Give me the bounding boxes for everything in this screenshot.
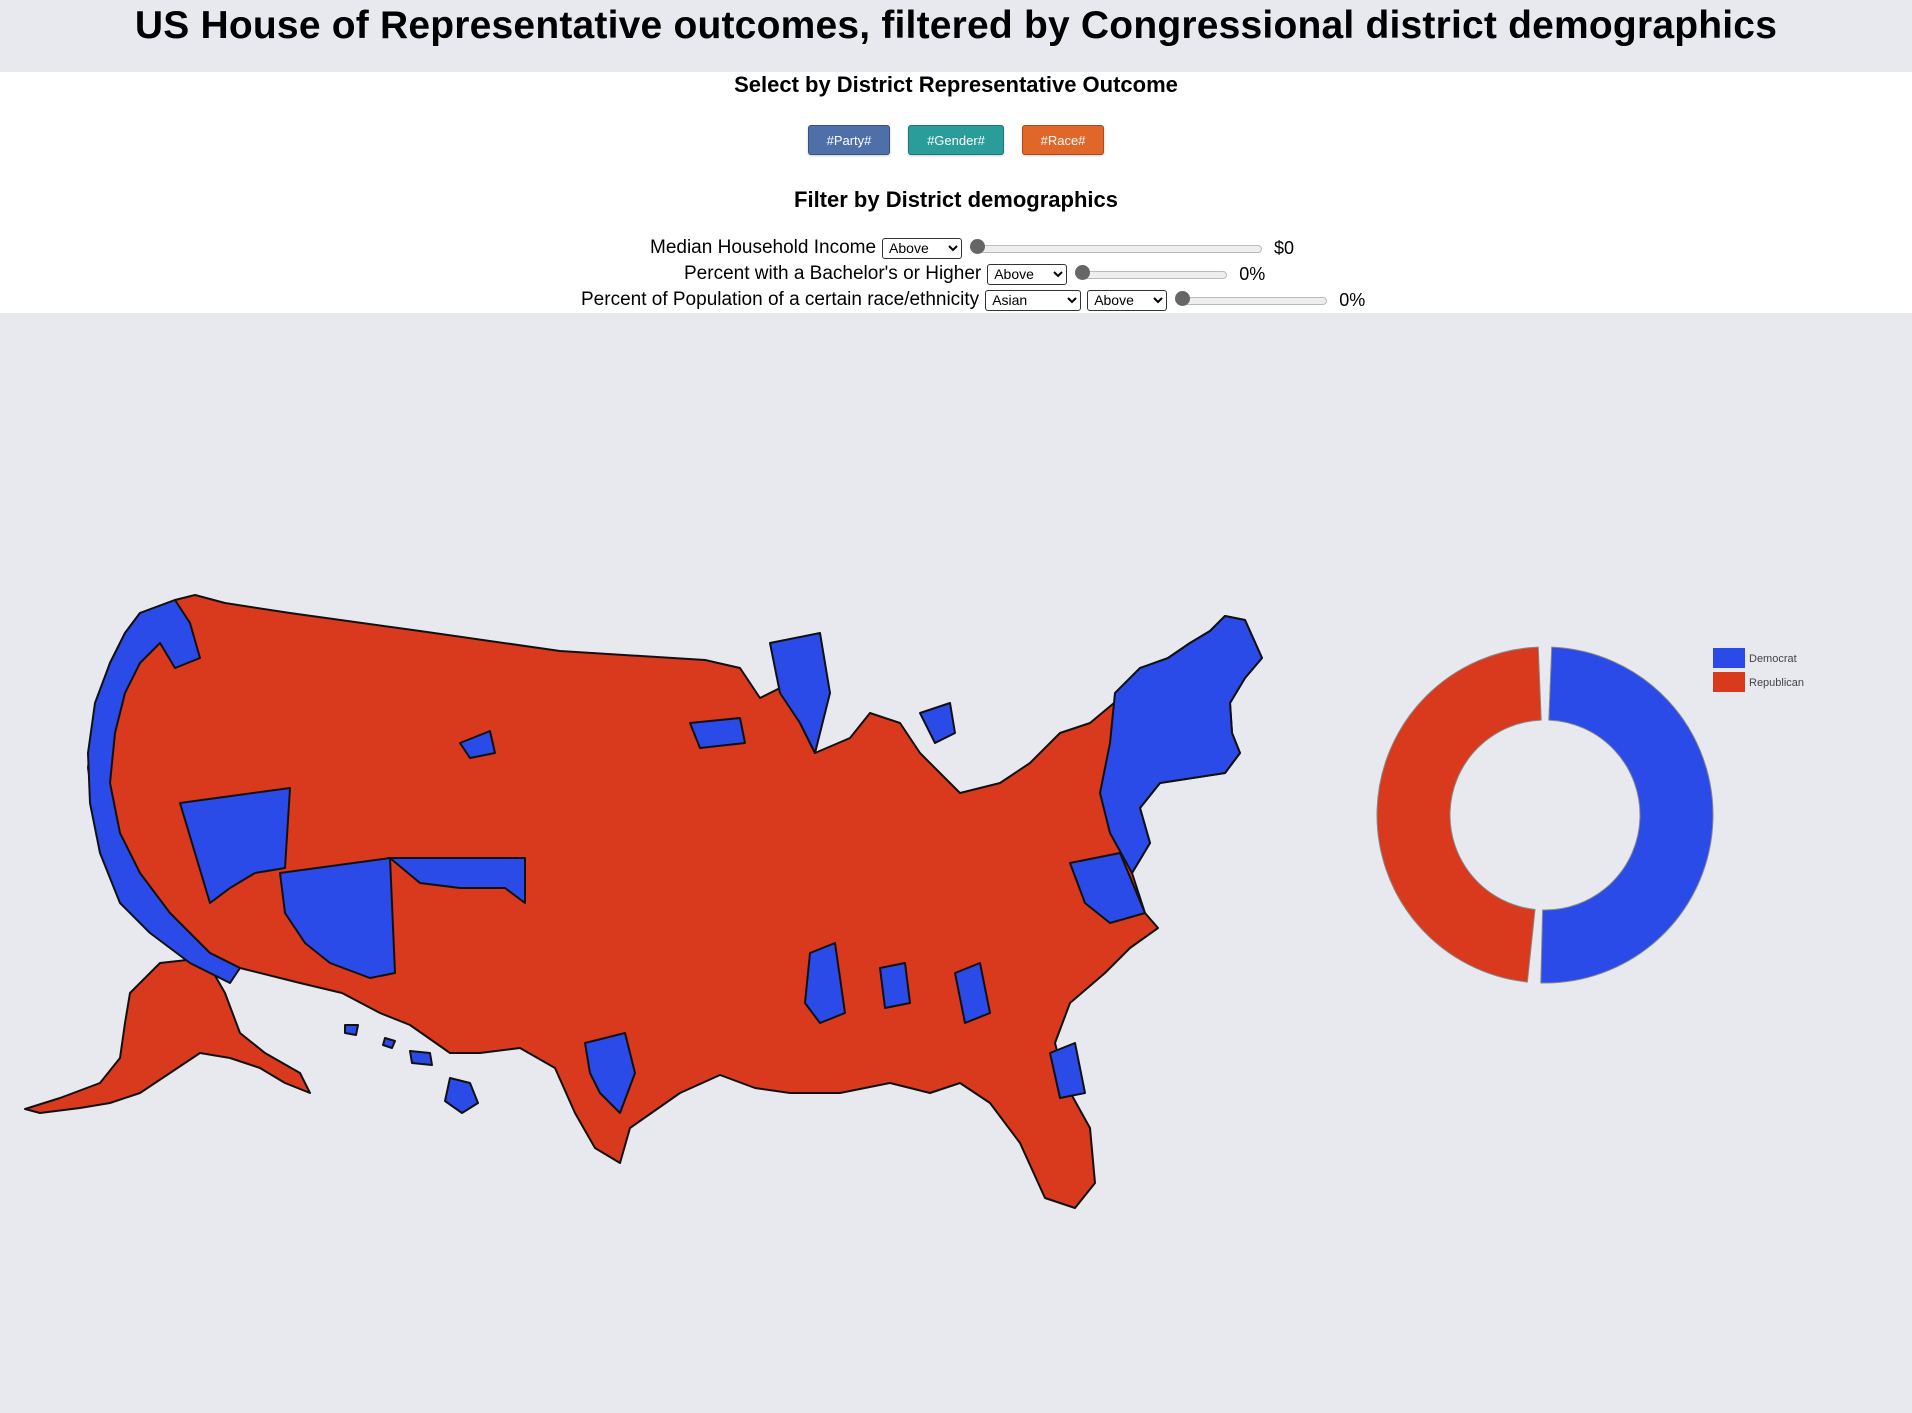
race-group-select[interactable]: Asian [985,289,1082,311]
income-value: $0 [1274,237,1295,258]
outcome-button-row: #Party# #Gender# #Race# [0,125,1912,155]
map-texas-dem[interactable] [584,1032,636,1114]
map-virginia-dem[interactable] [1069,852,1146,924]
income-slider-track [972,245,1263,253]
race-slider-thumb[interactable] [1175,291,1191,306]
map-nevada-dem[interactable] [179,787,291,904]
race-label: Percent of Population of a certain race/… [581,289,980,310]
title-bar: US House of Representative outcomes, fil… [0,0,1912,72]
map-michigan-dem[interactable] [919,702,956,744]
map-wisconsin-illinois-dem[interactable] [769,632,831,754]
race-comparator-select[interactable]: Above [1087,289,1168,311]
legend-swatch-democrat [1713,648,1745,668]
map-northeast-dem[interactable] [1099,615,1263,874]
income-comparator-select[interactable]: Above [882,237,963,259]
gender-button[interactable]: #Gender# [908,125,1004,155]
education-slider-track [1077,271,1228,279]
map-mississippi-dem[interactable] [804,942,846,1024]
legend-label-republican: Republican [1749,677,1804,689]
education-label: Percent with a Bachelor's or Higher [684,263,982,284]
filter-section-title: Filter by District demographics [794,187,1118,212]
map-alaska[interactable] [24,957,311,1114]
race-button[interactable]: #Race# [1022,125,1104,155]
map-hawaii[interactable] [344,1024,479,1114]
page-title: US House of Representative outcomes, fil… [134,4,1778,47]
race-value: 0% [1339,289,1366,310]
map-contiguous-us[interactable] [87,594,1263,1209]
income-slider-thumb[interactable] [970,239,986,254]
party-button[interactable]: #Party# [808,125,890,155]
income-slider[interactable] [970,238,1263,258]
legend-swatch-republican [1713,672,1745,692]
controls-panel: Select by District Representative Outcom… [0,72,1912,313]
education-slider[interactable] [1075,264,1228,284]
education-value: 0% [1239,263,1266,284]
map-alabama-dem[interactable] [879,962,911,1009]
legend-label-democrat: Democrat [1749,653,1797,665]
map-west-coast-dem[interactable] [87,599,241,984]
education-slider-thumb[interactable] [1075,265,1091,280]
race-filter-row: Percent of Population of a certain race/… [581,289,1365,311]
map-georgia-dem[interactable] [954,962,991,1024]
visualization-area: Democrat Republican [0,313,1912,1408]
education-filter-row: Percent with a Bachelor's or Higher Abov… [684,263,1265,285]
map-florida-dem[interactable] [1049,1042,1086,1099]
outcome-donut-chart [1376,646,1714,984]
map-southwest-dem[interactable] [279,857,526,979]
education-comparator-select[interactable]: Above [987,263,1068,285]
donut-legend: Democrat Republican [1713,648,1804,692]
map-minnesota-dem[interactable] [689,717,746,749]
donut-slice-republican[interactable] [1376,646,1542,983]
income-filter-row: Median Household Income Above $0 [650,237,1294,259]
race-slider[interactable] [1175,290,1328,310]
map-colorado-dem[interactable] [459,730,496,759]
us-district-map[interactable]: Democrat Republican [0,313,1912,1408]
outcome-section-title: Select by District Representative Outcom… [734,72,1178,97]
income-label: Median Household Income [650,237,877,258]
race-slider-track [1177,297,1328,305]
donut-slice-democrat[interactable] [1540,646,1714,984]
